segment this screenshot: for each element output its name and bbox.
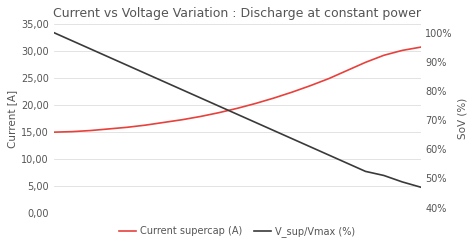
Current supercap (A) [418,46,423,49]
Current supercap (A) [69,130,75,133]
Current supercap (A) [216,111,222,114]
V_sup/Vmax (%) [51,31,57,34]
V_sup/Vmax (%) [326,154,332,156]
Current supercap (A) [363,61,368,64]
V_sup/Vmax (%) [271,129,277,132]
Current supercap (A) [400,49,405,52]
Current supercap (A) [198,115,203,118]
V_sup/Vmax (%) [253,121,258,124]
Legend: Current supercap (A), V_sup/Vmax (%): Current supercap (A), V_sup/Vmax (%) [115,222,359,241]
V_sup/Vmax (%) [143,72,148,75]
V_sup/Vmax (%) [179,88,185,91]
Y-axis label: Current [A]: Current [A] [7,90,17,148]
V_sup/Vmax (%) [418,186,423,189]
Current supercap (A) [124,126,130,129]
V_sup/Vmax (%) [400,180,405,183]
V_sup/Vmax (%) [88,47,93,50]
Current supercap (A) [289,91,295,93]
Current supercap (A) [51,131,57,134]
Current supercap (A) [88,129,93,132]
Current supercap (A) [253,102,258,105]
Line: Current supercap (A): Current supercap (A) [54,47,420,132]
Current supercap (A) [381,54,387,57]
Current supercap (A) [143,124,148,127]
Current supercap (A) [326,77,332,80]
Current supercap (A) [106,127,112,130]
Current supercap (A) [234,107,240,110]
V_sup/Vmax (%) [216,105,222,108]
V_sup/Vmax (%) [106,56,112,59]
Current supercap (A) [179,118,185,121]
V_sup/Vmax (%) [124,64,130,67]
V_sup/Vmax (%) [289,137,295,140]
Current supercap (A) [308,84,313,87]
Title: Current vs Voltage Variation : Discharge at constant power: Current vs Voltage Variation : Discharge… [53,7,421,20]
Current supercap (A) [344,69,350,72]
Y-axis label: SoV (%): SoV (%) [457,98,467,139]
V_sup/Vmax (%) [234,113,240,116]
V_sup/Vmax (%) [308,145,313,148]
V_sup/Vmax (%) [363,170,368,173]
V_sup/Vmax (%) [344,162,350,165]
V_sup/Vmax (%) [381,174,387,177]
Current supercap (A) [161,121,167,124]
V_sup/Vmax (%) [69,39,75,42]
Current supercap (A) [271,97,277,100]
Line: V_sup/Vmax (%): V_sup/Vmax (%) [54,33,420,187]
V_sup/Vmax (%) [198,96,203,99]
V_sup/Vmax (%) [161,80,167,83]
